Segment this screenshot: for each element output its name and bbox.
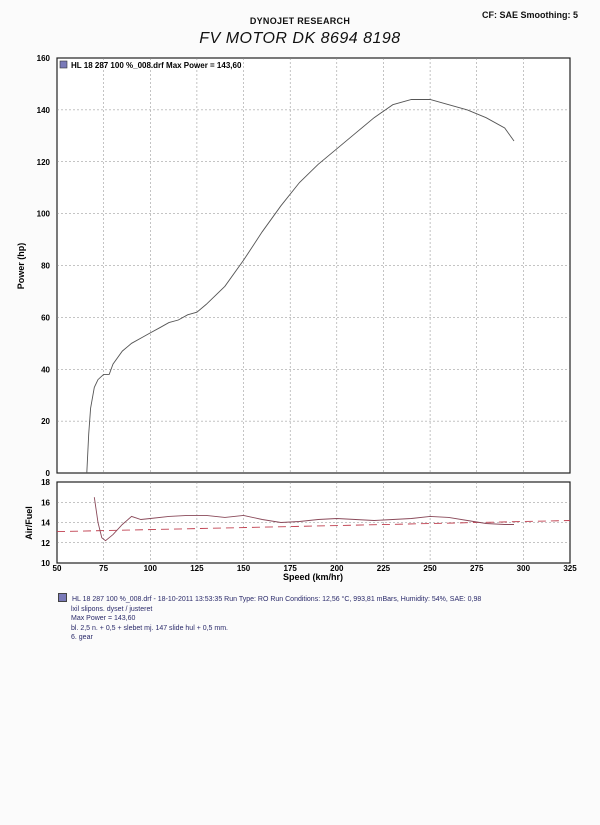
x-axis-label: Speed (km/hr) <box>283 572 343 582</box>
power-y-tick-label: 100 <box>37 210 51 219</box>
power-y-tick-label: 160 <box>37 54 51 63</box>
power-y-tick-label: 40 <box>41 365 50 374</box>
x-tick-label: 175 <box>284 564 298 573</box>
air-fuel-y-tick-label: 16 <box>41 498 50 507</box>
power-y-tick-label: 60 <box>41 313 50 322</box>
air-fuel-y-tick-label: 12 <box>41 539 50 548</box>
legend-swatch <box>59 60 68 69</box>
correction-factor-label: CF: SAE Smoothing: 5 <box>482 10 578 20</box>
run-info: HL 18 287 100 %_008.drf - 18-10-2011 13:… <box>58 593 588 643</box>
x-tick-label: 250 <box>423 564 437 573</box>
air-fuel-target-line <box>56 520 571 533</box>
run-note: lxil slipons. dyset / justeret <box>71 605 153 613</box>
power-axis-label: Power (hp) <box>16 243 26 290</box>
chart-title: FV MOTOR DK 8694 8198 <box>199 30 401 47</box>
power-y-tick-labels: 0 20 40 60 80 100 120 140 160 <box>37 54 51 478</box>
x-tick-label: 150 <box>237 564 251 573</box>
air-fuel-gridlines <box>57 482 570 563</box>
run-note: Max Power = 143,60 <box>71 615 136 622</box>
power-series-line <box>86 99 515 474</box>
x-tick-label: 325 <box>563 564 577 573</box>
run-swatch <box>58 593 67 602</box>
x-tick-labels: 50 75 100 125 150 175 200 225 250 275 300 325 <box>53 564 578 573</box>
run-note: 6. gear <box>71 634 93 641</box>
air-fuel-y-tick-label: 14 <box>41 519 50 528</box>
dyno-chart: 0 20 40 60 80 100 120 140 160 HL 18 287 100 %_00… <box>16 54 578 582</box>
air-fuel-y-tick-label: 10 <box>41 559 50 568</box>
run-line: HL 18 287 100 %_008.drf - 18-10-2011 13:… <box>72 596 482 603</box>
power-panel: 0 20 40 60 80 100 120 140 160 HL 18 287 100 %_00… <box>16 54 571 478</box>
x-tick-label: 200 <box>330 564 344 573</box>
power-y-tick-label: 20 <box>41 417 50 426</box>
run-note: bl. 2,5 n. + 0,5 + slebet mj. 147 slide … <box>71 624 229 632</box>
x-tick-label: 100 <box>144 564 158 573</box>
air-fuel-series-line <box>93 497 514 542</box>
x-tick-label: 275 <box>470 564 484 573</box>
air-fuel-y-tick-label: 18 <box>41 478 50 487</box>
x-tick-label: 75 <box>99 564 108 573</box>
air-fuel-y-tick-labels: 10 12 14 16 18 <box>41 478 50 568</box>
x-tick-label: 300 <box>517 564 531 573</box>
power-y-tick-label: 120 <box>37 158 51 167</box>
power-y-tick-label: 140 <box>37 106 51 115</box>
power-y-tick-label: 0 <box>46 469 51 478</box>
air-fuel-panel: 10 12 14 16 18 Air/Fuel <box>24 478 571 568</box>
legend-label: HL 18 287 100 %_008.drf Max Power = 143,… <box>71 61 242 70</box>
x-tick-label: 225 <box>377 564 391 573</box>
company-name: DYNOJET RESEARCH <box>249 16 351 26</box>
x-tick-label: 125 <box>190 564 204 573</box>
power-gridlines <box>57 58 570 473</box>
x-tick-label: 50 <box>53 564 62 573</box>
air-fuel-axis-label: Air/Fuel <box>24 506 34 540</box>
power-y-tick-label: 80 <box>41 262 50 271</box>
